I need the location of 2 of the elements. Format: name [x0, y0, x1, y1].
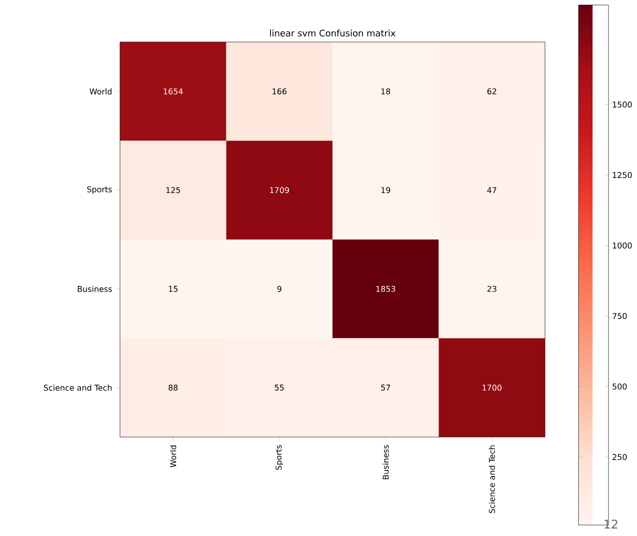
chart-title: linear svm Confusion matrix: [270, 30, 396, 36]
text: 12: [604, 520, 618, 528]
